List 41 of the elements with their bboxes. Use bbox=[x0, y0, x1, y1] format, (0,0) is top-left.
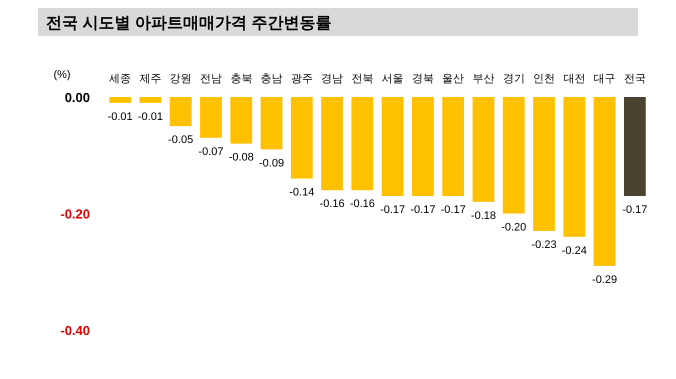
data-label: -0.16 bbox=[320, 198, 345, 210]
x-tick-label: 충북 bbox=[230, 73, 252, 85]
data-label: -0.01 bbox=[138, 110, 163, 123]
data-label: -0.17 bbox=[622, 204, 648, 216]
x-tick-label: 세종 bbox=[109, 73, 132, 85]
x-tick-label: 대구 bbox=[594, 73, 616, 85]
x-tick-label: 강원 bbox=[170, 73, 192, 85]
data-label: -0.09 bbox=[258, 157, 284, 170]
x-tick-label: 경기 bbox=[502, 73, 525, 85]
x-tick-label: 서울 bbox=[382, 73, 404, 85]
data-label: -0.23 bbox=[531, 238, 557, 251]
x-tick-label: 경남 bbox=[321, 73, 344, 85]
y-tick-label: -0.20 bbox=[60, 206, 90, 222]
data-label: -0.20 bbox=[501, 222, 526, 234]
y-tick-label: 0.00 bbox=[64, 90, 90, 105]
data-label: -0.17 bbox=[440, 204, 466, 216]
data-label: -0.07 bbox=[198, 146, 224, 158]
x-tick-label: 부산 bbox=[472, 73, 494, 85]
y-tick-label: -0.40 bbox=[60, 323, 90, 338]
data-label: -0.29 bbox=[592, 274, 618, 286]
data-label: -0.17 bbox=[410, 204, 436, 216]
x-tick-label: 전국 bbox=[624, 73, 646, 85]
x-tick-label: 전남 bbox=[200, 73, 222, 85]
x-tick-label: 울산 bbox=[442, 73, 464, 85]
x-tick-label: 충남 bbox=[260, 73, 283, 85]
chart-title: 전국 시도별 아파트매매가격 주간변동률 bbox=[46, 15, 332, 32]
data-label: -0.01 bbox=[108, 110, 133, 123]
x-tick-label: 전북 bbox=[351, 73, 374, 85]
x-tick-label: 대전 bbox=[563, 73, 586, 85]
data-label: -0.05 bbox=[168, 134, 194, 146]
x-tick-label: 경북 bbox=[412, 73, 434, 85]
data-label: -0.08 bbox=[228, 152, 254, 164]
data-label: -0.18 bbox=[470, 210, 496, 222]
x-tick-label: 인천 bbox=[533, 73, 556, 85]
data-label: -0.16 bbox=[350, 198, 375, 210]
x-tick-label: 제주 bbox=[139, 73, 162, 85]
data-label: -0.17 bbox=[380, 204, 406, 216]
data-label: -0.24 bbox=[562, 244, 587, 257]
data-label: -0.14 bbox=[289, 186, 314, 199]
x-tick-label: 광주 bbox=[290, 73, 313, 85]
y-axis-title: (%) bbox=[53, 69, 71, 81]
